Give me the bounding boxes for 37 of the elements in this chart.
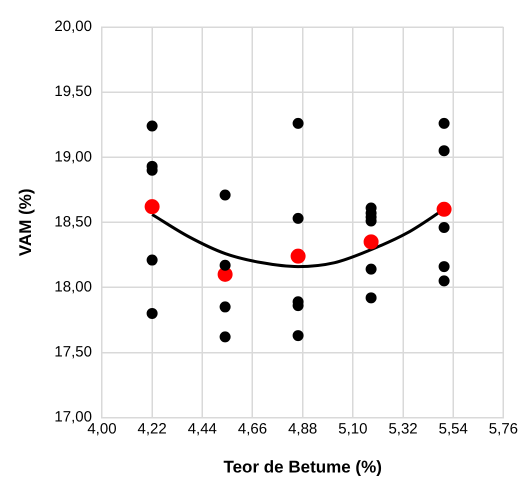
point	[438, 145, 450, 156]
point	[438, 118, 450, 129]
x-tick-label: 4,66	[238, 420, 268, 438]
point	[290, 248, 306, 264]
point	[146, 308, 158, 319]
point	[220, 301, 231, 312]
point	[144, 199, 160, 214]
point	[292, 212, 304, 224]
x-tick-label: 4,44	[188, 420, 217, 438]
point	[366, 264, 377, 275]
x-tick-label: 5,76	[488, 420, 518, 438]
y-tick-label: 19,50	[54, 83, 92, 100]
point	[220, 189, 231, 200]
point	[220, 331, 231, 342]
point	[292, 118, 304, 129]
y-axis-title: VAM (%)	[16, 188, 35, 256]
point	[292, 330, 304, 342]
x-tick-label: 4,88	[288, 420, 318, 438]
y-tick-label: 18,50	[54, 213, 92, 230]
y-tick-label: 19,00	[54, 148, 92, 166]
point	[146, 254, 158, 266]
point	[146, 120, 158, 132]
point	[366, 292, 377, 304]
y-tick-label: 18,00	[54, 278, 92, 296]
point	[220, 260, 231, 271]
point	[438, 275, 450, 286]
point	[436, 202, 452, 217]
x-axis-title: Teor de Betume (%)	[223, 457, 382, 476]
x-tick-label: 4,22	[138, 420, 167, 438]
point	[438, 261, 450, 272]
point	[364, 234, 379, 250]
x-tick-label: 5,54	[438, 420, 468, 438]
y-tick-label: 20,00	[54, 18, 92, 36]
y-tick-label: 17,50	[54, 344, 92, 361]
x-tick-label: 5,10	[338, 420, 368, 438]
point	[438, 222, 450, 234]
x-tick-label: 5,32	[388, 420, 418, 438]
